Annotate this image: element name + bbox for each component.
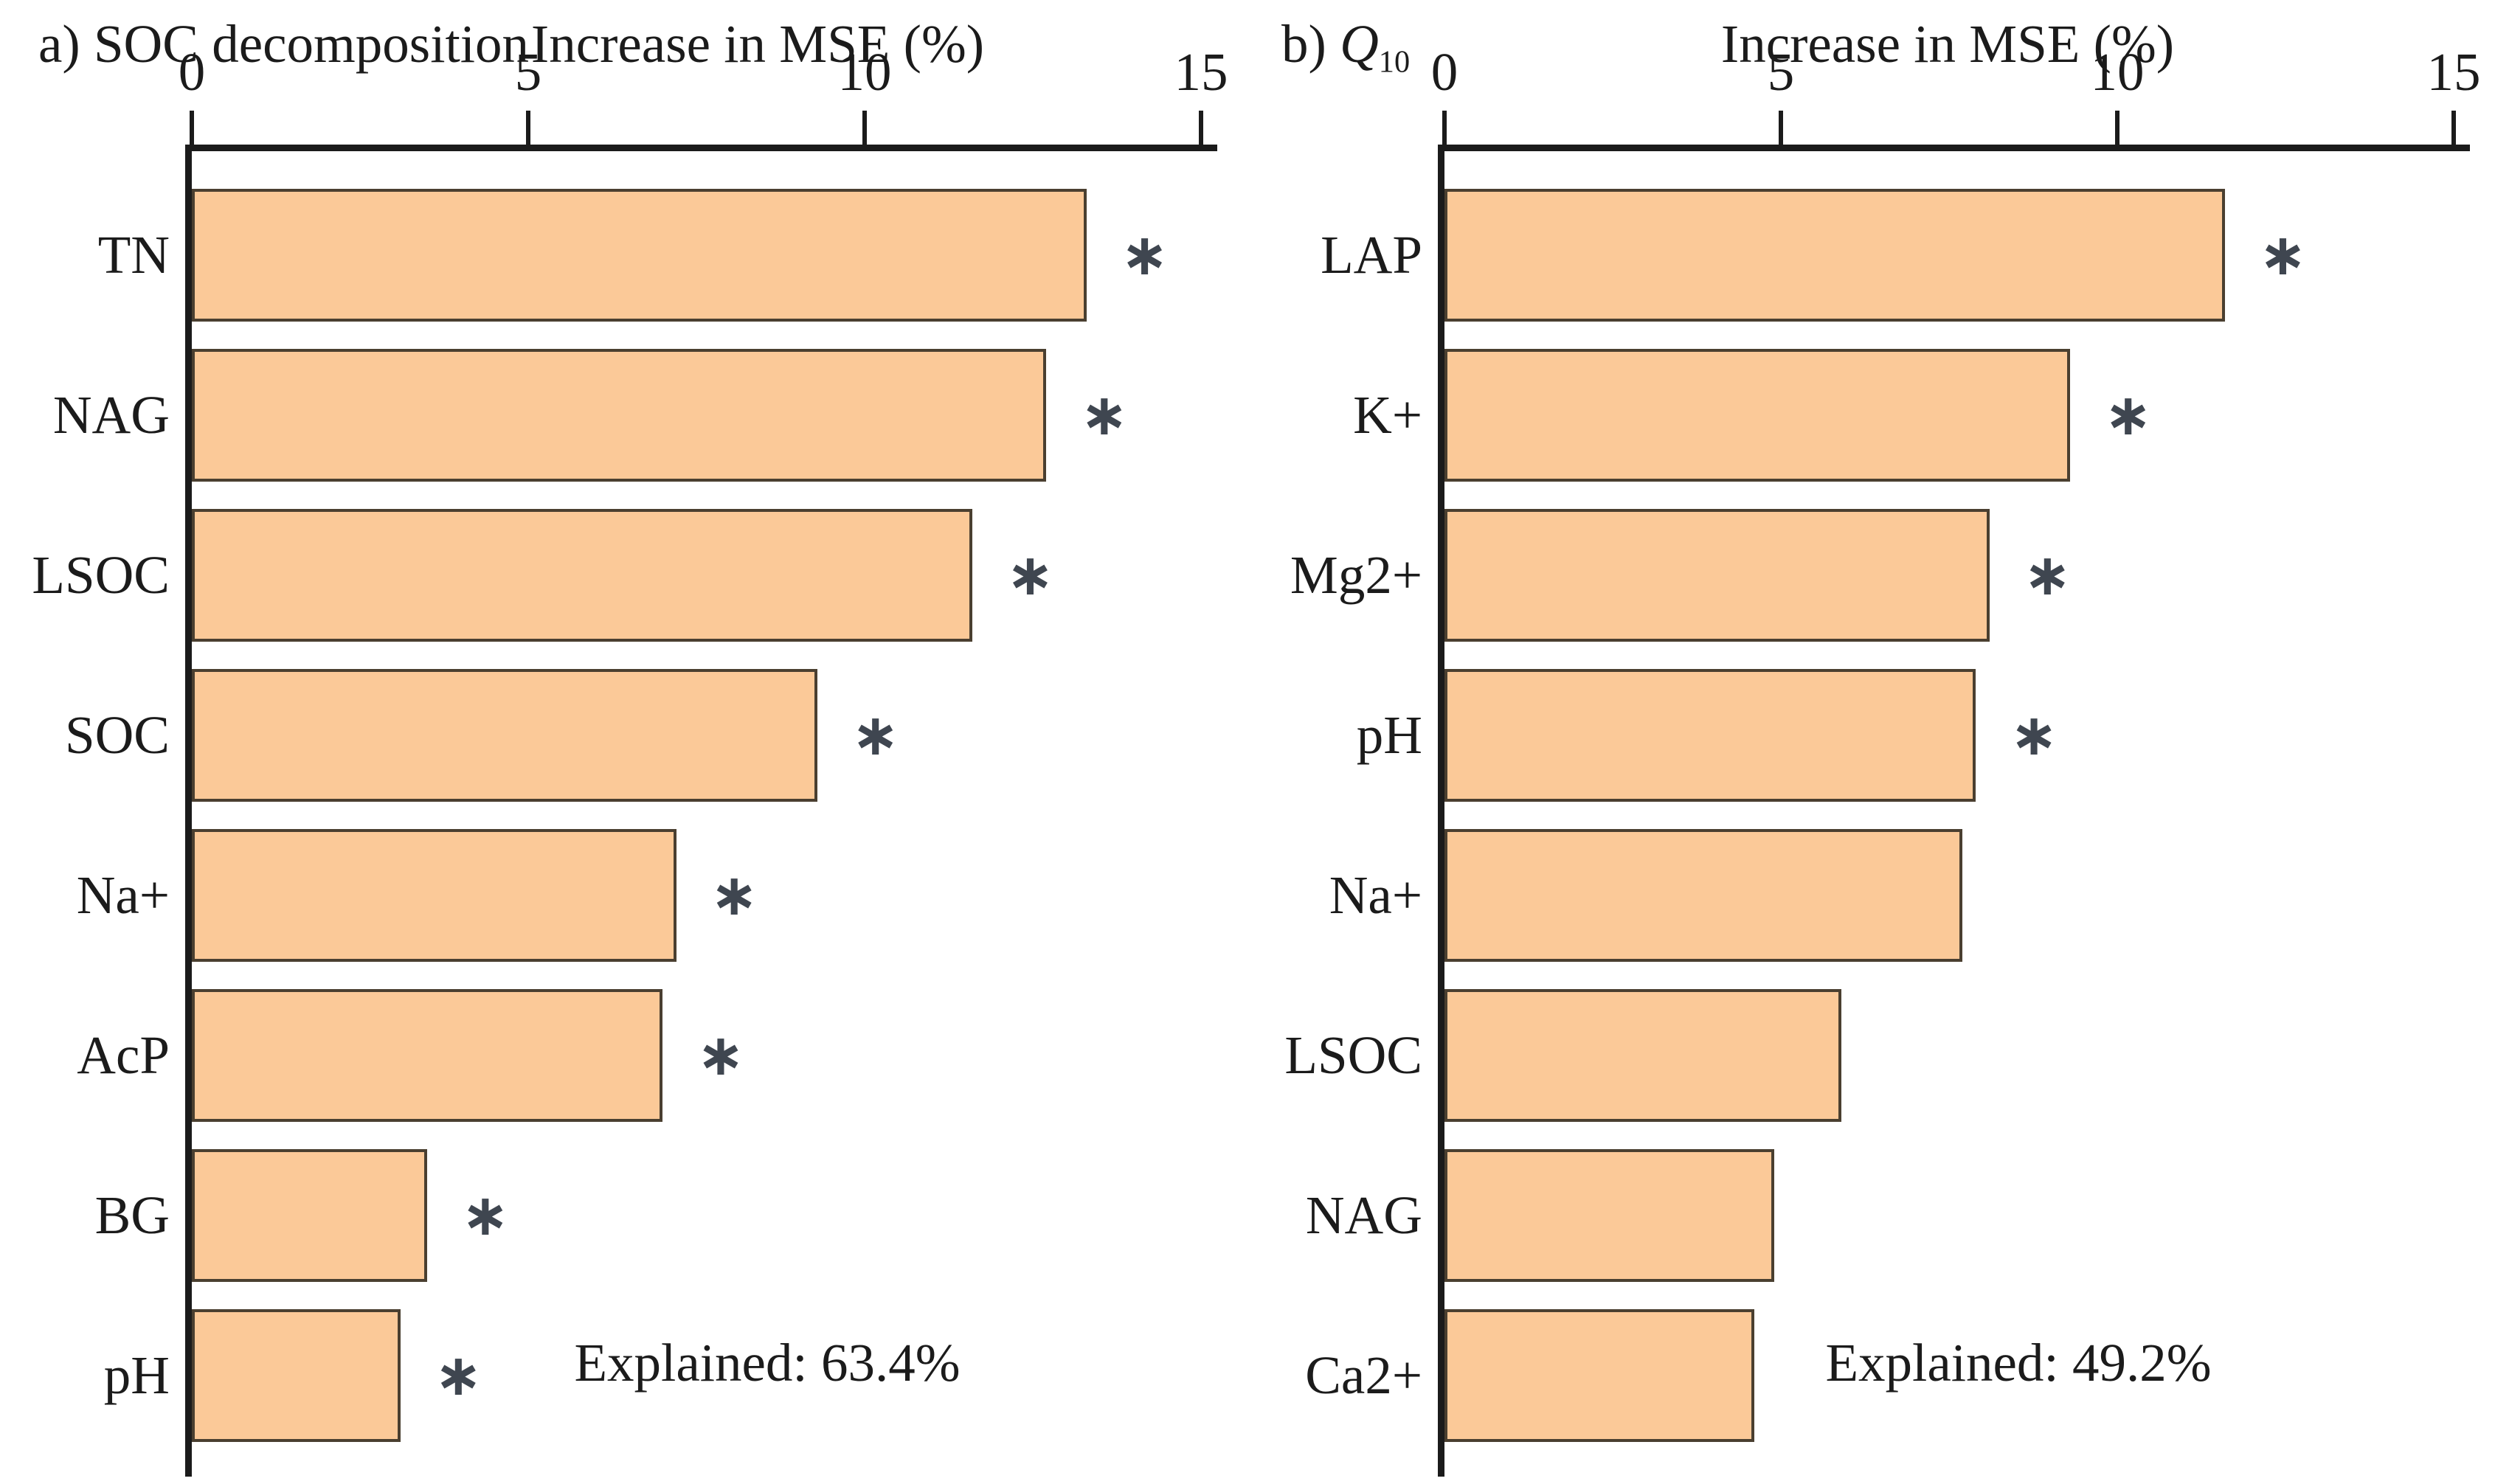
x-tick-mark (190, 111, 194, 145)
x-tick-mark (1779, 111, 1783, 145)
x-tick-label: 15 (2426, 42, 2481, 102)
x-tick-label: 5 (514, 42, 542, 102)
x-tick-label: 10 (2090, 42, 2145, 102)
importance-bar (192, 189, 1087, 322)
x-tick-label: 10 (837, 42, 892, 102)
significance-asterisk: ∗ (1080, 382, 1129, 448)
category-label-na: Na+ (1329, 865, 1422, 925)
category-label-mg2: Mg2+ (1290, 545, 1422, 605)
category-label-na: Na+ (76, 865, 170, 925)
significance-asterisk: ∗ (1120, 222, 1169, 288)
significance-asterisk: ∗ (434, 1342, 483, 1409)
importance-bar (1444, 989, 1842, 1122)
x-tick-mark (2115, 111, 2119, 145)
category-label-acp: AcP (77, 1025, 170, 1085)
x-tick-label: 5 (1767, 42, 1795, 102)
panel-title-part: Q (1340, 14, 1379, 74)
importance-bar (1444, 509, 1990, 642)
category-label-ph: pH (103, 1345, 170, 1405)
significance-asterisk: ∗ (1006, 542, 1055, 608)
importance-bar (1444, 1149, 1774, 1282)
panel-title: a) SOC decomposition (38, 13, 529, 75)
importance-bar (1444, 829, 1963, 962)
importance-bar (192, 349, 1047, 482)
category-label-ph: pH (1356, 705, 1422, 765)
category-label-tn: TN (97, 225, 170, 285)
significance-asterisk: ∗ (2258, 222, 2308, 288)
panel-title: b) Q10 (1281, 13, 1410, 80)
x-tick-mark (862, 111, 867, 145)
x-axis-line (185, 145, 1217, 151)
importance-bar (192, 1149, 428, 1282)
y-axis-spine (185, 145, 192, 1477)
category-label-lap: LAP (1321, 225, 1422, 285)
importance-bar (192, 989, 663, 1122)
x-axis-label: Increase in MSE (%) (1720, 14, 2175, 74)
importance-bar (192, 829, 676, 962)
x-tick-mark (2451, 111, 2456, 145)
panel-title-part: b) (1281, 14, 1340, 74)
importance-bar (1444, 1309, 1754, 1442)
explained-variance-text: Explained: 49.2% (1825, 1333, 2212, 1393)
significance-asterisk: ∗ (461, 1182, 510, 1249)
importance-bar (1444, 189, 2225, 322)
x-tick-mark (1442, 111, 1447, 145)
significance-asterisk: ∗ (696, 1022, 745, 1089)
significance-asterisk: ∗ (2023, 542, 2072, 608)
category-label-k: K+ (1353, 385, 1422, 445)
importance-bar (1444, 349, 2071, 482)
x-tick-label: 0 (1430, 42, 1458, 102)
category-label-bg: BG (94, 1185, 170, 1245)
panel-title-part: 10 (1378, 44, 1411, 80)
x-axis-label: Increase in MSE (%) (530, 14, 985, 74)
importance-bar (192, 1309, 401, 1442)
category-label-nag: NAG (52, 385, 170, 445)
significance-asterisk: ∗ (2010, 702, 2058, 769)
x-tick-label: 15 (1174, 42, 1228, 102)
category-label-nag: NAG (1305, 1185, 1422, 1245)
explained-variance-text: Explained: 63.4% (574, 1333, 961, 1393)
significance-asterisk: ∗ (851, 702, 900, 769)
category-label-soc: SOC (64, 705, 170, 765)
importance-bar (192, 509, 972, 642)
importance-bar (1444, 669, 1976, 802)
category-label-lsoc: LSOC (32, 545, 170, 605)
panel-title-part: a) SOC decomposition (38, 14, 530, 74)
x-axis-line (1438, 145, 2470, 151)
y-axis-spine (1438, 145, 1444, 1477)
significance-asterisk: ∗ (710, 862, 758, 929)
x-tick-mark (526, 111, 530, 145)
category-label-ca2: Ca2+ (1305, 1345, 1422, 1405)
x-tick-mark (1199, 111, 1203, 145)
significance-asterisk: ∗ (2104, 382, 2153, 448)
category-label-lsoc: LSOC (1284, 1025, 1422, 1085)
importance-bar (192, 669, 818, 802)
x-tick-label: 0 (178, 42, 206, 102)
